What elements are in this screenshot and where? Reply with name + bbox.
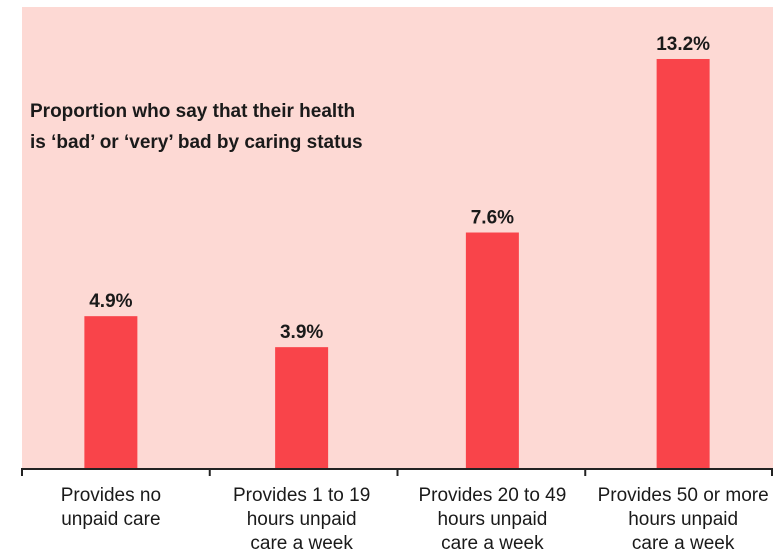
chart-title-line-2: is ‘bad’ or ‘very’ bad by caring status [30, 132, 363, 153]
category-label-3-line-1: hours unpaid [628, 509, 739, 530]
category-label-1-line-2: care a week [250, 533, 353, 554]
category-label-3-line-0: Provides 50 or more [597, 485, 769, 506]
category-label-0-line-1: unpaid care [61, 509, 161, 530]
category-label-0-line-0: Provides no [60, 485, 162, 506]
bar-1 [275, 347, 329, 468]
bar-2 [465, 232, 519, 468]
data-label-1: 3.9% [280, 322, 323, 343]
bar-3 [656, 58, 710, 469]
data-label-2: 7.6% [471, 208, 514, 229]
category-label-3: Provides 50 or more hours unpaid care a we… [588, 484, 773, 556]
category-label-2-line-2: care a week [441, 533, 544, 554]
data-label-3: 13.2% [656, 34, 710, 55]
chart-title: Proportion who say that their health is … [30, 96, 450, 158]
chart-title-line-1: Proportion who say that their health [30, 101, 356, 122]
category-label-2: Provides 20 to 49 hours unpaid care a week [397, 484, 587, 556]
category-label-1-line-0: Provides 1 to 19 [232, 485, 371, 506]
category-label-0: Provides no unpaid care [16, 484, 206, 532]
bar-0 [84, 316, 138, 468]
plot-background [22, 7, 773, 470]
data-label-0: 4.9% [89, 291, 132, 312]
category-label-2-line-1: hours unpaid [437, 509, 548, 530]
category-label-3-line-2: care a week [631, 533, 735, 554]
category-label-1-line-1: hours unpaid [246, 509, 357, 530]
category-label-1: Provides 1 to 19 hours unpaid care a week [207, 484, 397, 556]
category-label-2-line-0: Provides 20 to 49 [418, 485, 567, 506]
